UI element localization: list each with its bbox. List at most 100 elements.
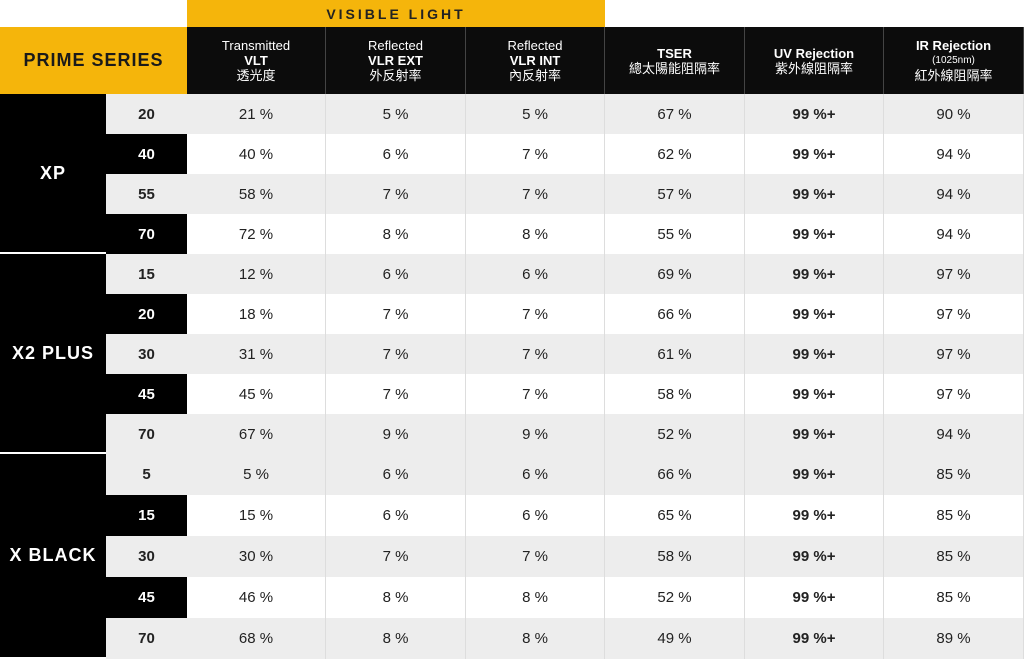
visible-light-banner: VISIBLE LIGHT bbox=[187, 0, 605, 27]
value-cell: 99 %+ bbox=[745, 174, 884, 214]
value-cell: 55 % bbox=[605, 214, 745, 254]
series-group-label: XP bbox=[0, 94, 106, 254]
value-cell: 6 % bbox=[326, 254, 466, 294]
value-cell: 7 % bbox=[326, 334, 466, 374]
column-header-line1: Transmitted bbox=[221, 38, 291, 53]
value-cell: 7 % bbox=[466, 174, 605, 214]
value-cell: 7 % bbox=[326, 374, 466, 414]
value-cell: 97 % bbox=[884, 294, 1024, 334]
value-cell: 5 % bbox=[326, 94, 466, 134]
value-cell: 5 % bbox=[187, 454, 326, 495]
value-cell: 94 % bbox=[884, 134, 1024, 174]
value-cell: 94 % bbox=[884, 414, 1024, 454]
value-cell: 99 %+ bbox=[745, 618, 884, 659]
value-cell: 7 % bbox=[466, 536, 605, 577]
column-header-line2: VLR EXT bbox=[368, 53, 423, 68]
value-cell: 8 % bbox=[466, 577, 605, 618]
value-cell: 7 % bbox=[326, 294, 466, 334]
value-cell: 99 %+ bbox=[745, 334, 884, 374]
series-group-label: X BLACK bbox=[0, 454, 106, 659]
value-cell: 68 % bbox=[187, 618, 326, 659]
value-cell: 18 % bbox=[187, 294, 326, 334]
value-cell: 9 % bbox=[326, 414, 466, 454]
value-cell: 30 % bbox=[187, 536, 326, 577]
shade-cell: 45 bbox=[106, 577, 187, 618]
shade-cell: 5 bbox=[106, 454, 187, 495]
value-cell: 97 % bbox=[884, 334, 1024, 374]
shade-cell: 45 bbox=[106, 374, 187, 414]
value-cell: 7 % bbox=[466, 134, 605, 174]
value-cell: 89 % bbox=[884, 618, 1024, 659]
shade-cell: 15 bbox=[106, 254, 187, 294]
value-cell: 7 % bbox=[466, 334, 605, 374]
column-header: Reflected VLR INT 內反射率 bbox=[466, 27, 605, 94]
value-cell: 85 % bbox=[884, 495, 1024, 536]
value-cell: 61 % bbox=[605, 334, 745, 374]
value-cell: 67 % bbox=[605, 94, 745, 134]
shade-cell: 40 bbox=[106, 134, 187, 174]
column-header-line3: 外反射率 bbox=[369, 68, 422, 83]
value-cell: 12 % bbox=[187, 254, 326, 294]
value-cell: 99 %+ bbox=[745, 414, 884, 454]
value-cell: 99 %+ bbox=[745, 374, 884, 414]
shade-cell: 20 bbox=[106, 94, 187, 134]
column-header-line3: 透光度 bbox=[236, 68, 276, 83]
value-cell: 49 % bbox=[605, 618, 745, 659]
column-header-line1: TSER bbox=[657, 45, 692, 61]
column-header: Reflected VLR EXT 外反射率 bbox=[326, 27, 466, 94]
value-cell: 97 % bbox=[884, 254, 1024, 294]
value-cell: 99 %+ bbox=[745, 495, 884, 536]
value-cell: 8 % bbox=[326, 214, 466, 254]
column-header-line1: IR Rejection bbox=[915, 38, 992, 53]
shade-cell: 30 bbox=[106, 334, 187, 374]
value-cell: 45 % bbox=[187, 374, 326, 414]
column-header: UV Rejection 紫外線阻隔率 bbox=[745, 27, 884, 94]
value-cell: 8 % bbox=[466, 618, 605, 659]
value-cell: 7 % bbox=[466, 294, 605, 334]
column-header-line1: Reflected bbox=[507, 38, 563, 53]
value-cell: 99 %+ bbox=[745, 577, 884, 618]
column-header-line2: VLR INT bbox=[509, 53, 561, 68]
shade-cell: 70 bbox=[106, 414, 187, 454]
value-cell: 94 % bbox=[884, 214, 1024, 254]
value-cell: 8 % bbox=[466, 214, 605, 254]
column-header: TSER 總太陽能阻隔率 bbox=[605, 27, 745, 94]
value-cell: 7 % bbox=[326, 536, 466, 577]
shade-cell: 70 bbox=[106, 214, 187, 254]
value-cell: 7 % bbox=[326, 174, 466, 214]
value-cell: 15 % bbox=[187, 495, 326, 536]
value-cell: 6 % bbox=[326, 134, 466, 174]
value-cell: 52 % bbox=[605, 414, 745, 454]
value-cell: 6 % bbox=[466, 254, 605, 294]
value-cell: 7 % bbox=[466, 374, 605, 414]
column-header-line3: 紫外線阻隔率 bbox=[774, 60, 853, 76]
value-cell: 99 %+ bbox=[745, 134, 884, 174]
column-header: Transmitted VLT 透光度 bbox=[187, 27, 326, 94]
value-cell: 6 % bbox=[326, 454, 466, 495]
value-cell: 8 % bbox=[326, 618, 466, 659]
shade-cell: 15 bbox=[106, 495, 187, 536]
value-cell: 40 % bbox=[187, 134, 326, 174]
value-cell: 67 % bbox=[187, 414, 326, 454]
value-cell: 99 %+ bbox=[745, 254, 884, 294]
value-cell: 69 % bbox=[605, 254, 745, 294]
column-header-line2: VLT bbox=[244, 53, 268, 68]
value-cell: 62 % bbox=[605, 134, 745, 174]
shade-cell: 20 bbox=[106, 294, 187, 334]
value-cell: 21 % bbox=[187, 94, 326, 134]
value-cell: 57 % bbox=[605, 174, 745, 214]
value-cell: 58 % bbox=[605, 374, 745, 414]
shade-cell: 70 bbox=[106, 618, 187, 659]
column-header-line3: 內反射率 bbox=[508, 68, 561, 83]
value-cell: 94 % bbox=[884, 174, 1024, 214]
value-cell: 97 % bbox=[884, 374, 1024, 414]
value-cell: 99 %+ bbox=[745, 454, 884, 495]
shade-cell: 55 bbox=[106, 174, 187, 214]
value-cell: 99 %+ bbox=[745, 536, 884, 577]
value-cell: 99 %+ bbox=[745, 294, 884, 334]
value-cell: 52 % bbox=[605, 577, 745, 618]
value-cell: 99 %+ bbox=[745, 94, 884, 134]
value-cell: 46 % bbox=[187, 577, 326, 618]
value-cell: 65 % bbox=[605, 495, 745, 536]
